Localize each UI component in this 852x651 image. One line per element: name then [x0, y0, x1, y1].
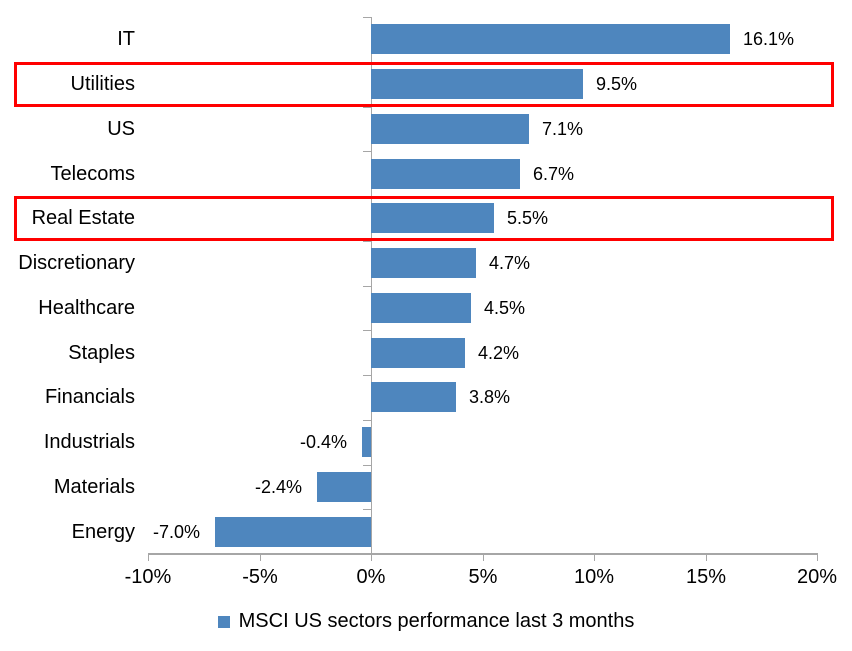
category-label: US [107, 118, 135, 140]
x-axis-tick-label: 5% [468, 566, 498, 588]
category-label: Telecoms [50, 163, 135, 185]
bar [362, 427, 371, 457]
category-axis-tick [363, 509, 371, 510]
value-label: 6.7% [533, 164, 575, 184]
category-axis-tick [363, 375, 371, 376]
x-axis-tick-label: 10% [573, 566, 615, 588]
x-axis-tick [148, 554, 149, 561]
bar [371, 293, 471, 323]
category-label: Utilities [70, 73, 135, 95]
zero-axis-line [371, 17, 372, 554]
category-axis-tick [363, 465, 371, 466]
category-axis-tick [363, 17, 371, 18]
category-label: Discretionary [18, 252, 135, 274]
bar [371, 248, 476, 278]
legend-marker-icon [217, 615, 230, 628]
category-axis-tick [363, 286, 371, 287]
category-label: IT [117, 28, 135, 50]
x-axis-tick [706, 554, 707, 561]
value-label: 16.1% [743, 29, 795, 49]
highlight-box [14, 62, 834, 107]
category-label: Energy [71, 521, 135, 543]
value-label: 7.1% [542, 119, 584, 139]
x-axis-tick-label: 20% [796, 566, 838, 588]
bar [317, 472, 371, 502]
x-axis-tick [817, 554, 818, 561]
value-label: -2.4% [254, 477, 302, 497]
category-label: Healthcare [38, 297, 135, 319]
bar [371, 338, 465, 368]
bar [215, 517, 371, 547]
x-axis-tick [371, 554, 372, 561]
value-label: -0.4% [299, 432, 347, 452]
value-label: 4.5% [484, 298, 526, 318]
category-label: Real Estate [31, 207, 135, 229]
category-label: Financials [44, 386, 135, 408]
highlight-box [14, 196, 834, 241]
x-axis-tick [483, 554, 484, 561]
category-axis-tick [363, 241, 371, 242]
category-label: Materials [53, 476, 135, 498]
value-label: 3.8% [469, 387, 511, 407]
value-label: 5.5% [507, 208, 549, 228]
bar [371, 203, 494, 233]
category-axis-tick [363, 554, 371, 555]
x-axis-tick-label: 0% [356, 566, 386, 588]
x-axis-tick-label: -10% [124, 566, 172, 588]
category-axis-tick [363, 420, 371, 421]
value-label: 9.5% [596, 74, 638, 94]
bar [371, 114, 529, 144]
category-axis-tick [363, 107, 371, 108]
x-axis-tick-label: -5% [242, 566, 278, 588]
legend: MSCI US sectors performance last 3 month… [0, 610, 852, 633]
category-label: Industrials [43, 431, 135, 453]
x-axis-tick [260, 554, 261, 561]
category-label: Staples [68, 342, 135, 364]
legend-label: MSCI US sectors performance last 3 month… [238, 610, 635, 632]
bar [371, 382, 456, 412]
bar [371, 24, 730, 54]
value-label: -7.0% [152, 522, 200, 542]
x-axis-tick [594, 554, 595, 561]
bar [371, 69, 583, 99]
bar [371, 159, 520, 189]
category-axis-tick [363, 151, 371, 152]
x-axis-tick-label: 15% [685, 566, 727, 588]
value-label: 4.2% [478, 343, 520, 363]
value-label: 4.7% [489, 253, 531, 273]
category-axis-tick [363, 330, 371, 331]
